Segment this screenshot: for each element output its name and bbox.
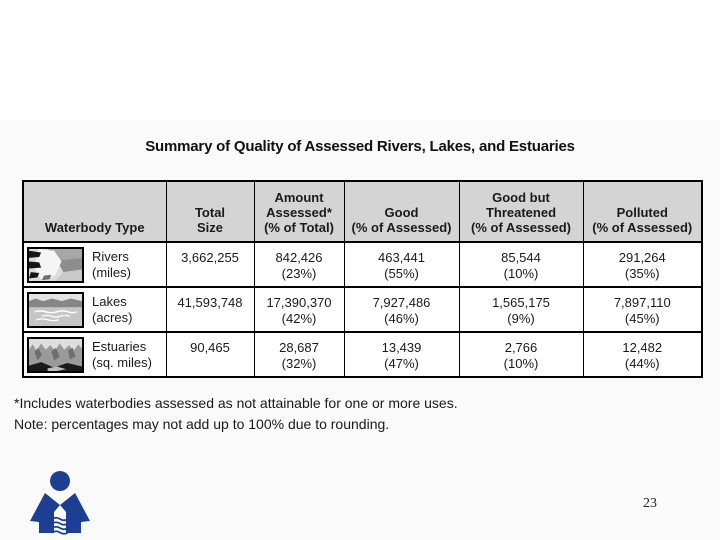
lakes-total-size: 41,593,748 bbox=[165, 286, 255, 333]
rivers-total-size: 3,662,255 bbox=[165, 241, 255, 288]
table-row-estuaries: Estuaries (sq. miles) 90,465 28,687 (32%… bbox=[22, 331, 703, 378]
col-header-waterbody-type: Waterbody Type bbox=[22, 180, 167, 243]
col-header-good: Good (% of Assessed) bbox=[343, 180, 460, 243]
col-header-polluted: Polluted (% of Assessed) bbox=[582, 180, 703, 243]
water-quality-summary-table: Waterbody Type Total Size Amount Assesse… bbox=[22, 180, 703, 378]
col-header-good-but-threatened: Good but Threatened (% of Assessed) bbox=[458, 180, 584, 243]
estuaries-amount-assessed: 28,687 (32%) bbox=[253, 331, 345, 378]
footnote-rounding: Note: percentages may not add up to 100%… bbox=[14, 416, 390, 432]
watershed-logo-icon bbox=[27, 469, 93, 535]
lakes-label: Lakes (acres) bbox=[92, 293, 133, 325]
estuaries-good: 13,439 (47%) bbox=[343, 331, 460, 378]
estuaries-polluted: 12,482 (44%) bbox=[582, 331, 703, 378]
rivers-photo bbox=[27, 246, 84, 283]
rivers-threatened: 85,544 (10%) bbox=[458, 241, 584, 288]
footnote-assessed: *Includes waterbodies assessed as not at… bbox=[14, 395, 458, 411]
table-header-row: Waterbody Type Total Size Amount Assesse… bbox=[22, 180, 703, 243]
col-header-total-size: Total Size bbox=[165, 180, 255, 243]
estuaries-total-size: 90,465 bbox=[165, 331, 255, 378]
estuaries-photo bbox=[27, 336, 84, 373]
table-row-lakes: Lakes (acres) 41,593,748 17,390,370 (42%… bbox=[22, 286, 703, 333]
lakes-polluted: 7,897,110 (45%) bbox=[582, 286, 703, 333]
rivers-good: 463,441 (55%) bbox=[343, 241, 460, 288]
rivers-label: Rivers (miles) bbox=[92, 248, 131, 280]
page-number: 23 bbox=[643, 496, 657, 511]
cell-estuaries-type: Estuaries (sq. miles) bbox=[22, 331, 167, 378]
lakes-good: 7,927,486 (46%) bbox=[343, 286, 460, 333]
lakes-threatened: 1,565,175 (9%) bbox=[458, 286, 584, 333]
rivers-amount-assessed: 842,426 (23%) bbox=[253, 241, 345, 288]
col-header-amount-assessed: Amount Assessed* (% of Total) bbox=[253, 180, 345, 243]
lakes-amount-assessed: 17,390,370 (42%) bbox=[253, 286, 345, 333]
cell-lakes-type: Lakes (acres) bbox=[22, 286, 167, 333]
cell-rivers-type: Rivers (miles) bbox=[22, 241, 167, 288]
table-row-rivers: Rivers (miles) 3,662,255 842,426 (23%) 4… bbox=[22, 241, 703, 288]
rivers-polluted: 291,264 (35%) bbox=[582, 241, 703, 288]
estuaries-label: Estuaries (sq. miles) bbox=[92, 338, 152, 370]
estuaries-threatened: 2,766 (10%) bbox=[458, 331, 584, 378]
slide-title: Summary of Quality of Assessed Rivers, L… bbox=[145, 138, 575, 155]
lakes-photo bbox=[27, 291, 84, 328]
